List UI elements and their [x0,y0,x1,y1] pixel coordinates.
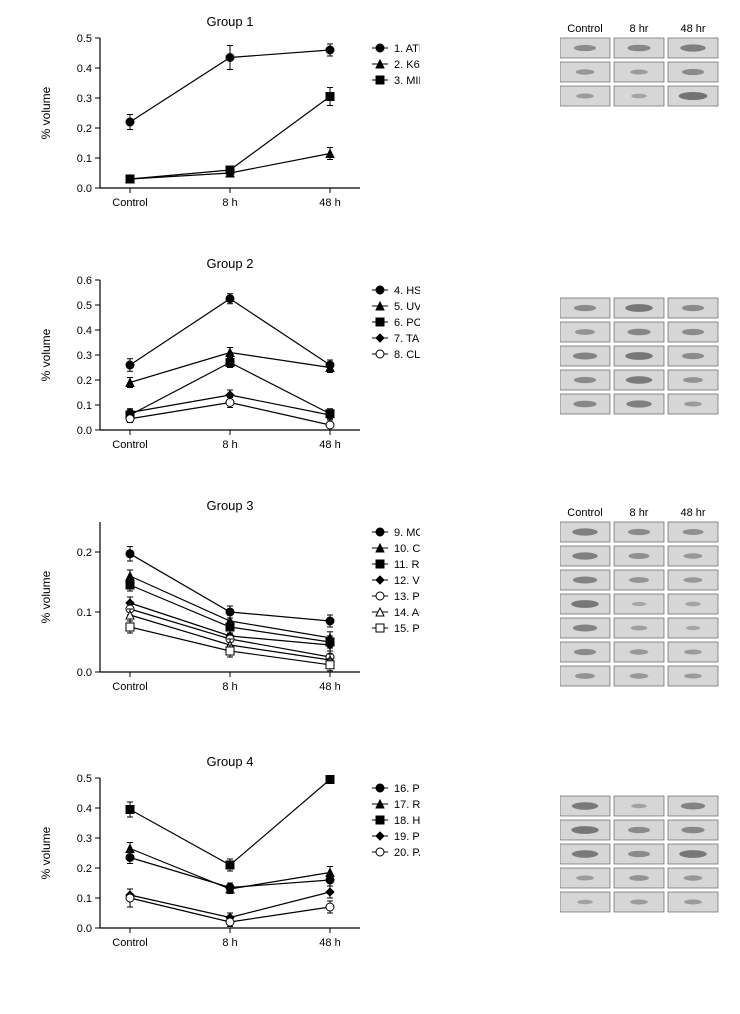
y-tick-label: 0.0 [77,667,92,679]
legend-label: 20. PAFAH1B3 [394,847,420,859]
legend-label: 18. HSPB1 [394,815,420,827]
y-tick-label: 0.2 [77,863,92,875]
legend-label: 2. K6A [394,59,420,71]
legend-label: 15. PSMD14 [394,623,420,635]
legend-label: 4. HSPD1 [394,285,420,297]
y-axis-label: % volume [39,86,53,139]
legend-label: 10. CAPN1 [394,543,420,555]
blot-grid-group3: Control 8 hr 48 hr [560,504,722,690]
x-tick-label: 48 h [319,681,340,693]
legend-label: 7. TALDO1 [394,333,420,345]
legend-label: 13. PSMD9 [394,591,420,603]
chart-group4: Group 4 0.0 0.1 0.2 0.3 0.4 0.5 % volume Control… [30,750,420,950]
y-tick-label: 0.3 [77,93,92,105]
chart-title: Group 3 [207,498,254,513]
y-tick-label: 0.0 [77,425,92,437]
y-tick-label: 0.3 [77,833,92,845]
chart-group1: Group 1 0.0 0.1 0.2 0.3 0.4 0.5 % volume Control… [30,10,420,210]
y-tick-label: 0.4 [77,325,92,337]
legend-label: 8. CLIC1 [394,349,420,361]
blot-wrap: Control 8 hr 48 hr [560,504,722,695]
chart-title: Group 4 [207,754,254,769]
y-tick-label: 0.1 [77,607,92,619]
legend-label: 6. PCNA [394,317,420,329]
legend-label: 16. PRP19 [394,783,420,795]
x-tick-label: Control [112,439,147,451]
chart-title: Group 2 [207,256,254,271]
x-tick-label: Control [112,937,147,949]
blot-wrap [560,280,722,423]
blot-grid-group1: Control 8 hr 48 hr [560,20,722,110]
figure-page: { "global": { "x_categories": ["Control"… [0,0,740,1014]
x-tick-label: Control [112,197,147,209]
chart-group2: Group 2 0.0 0.1 0.2 0.3 0.4 0.5 0.6 % volume Cont… [30,252,420,452]
legend-label: 9. MCM7 [394,527,420,539]
legend-label: 12. VIM [394,575,420,587]
legend-label: 17. RPLP0 [394,799,420,811]
y-axis-label: % volume [39,570,53,623]
y-tick-label: 0.3 [77,350,92,362]
blot-header: Control [567,507,602,519]
y-tick-label: 0.2 [77,123,92,135]
y-tick-label: 0.5 [77,773,92,785]
blot-header: 8 hr [630,507,649,519]
chart-group3: Group 3 0.0 0.1 0.2 % volume Control 8 h 48 h 9.… [30,494,420,694]
y-tick-label: 0.1 [77,153,92,165]
x-tick-label: 8 h [222,439,237,451]
chart-title: Group 1 [207,14,254,29]
blot-header: 48 hr [680,507,705,519]
y-tick-label: 0.5 [77,300,92,312]
y-tick-label: 0.5 [77,33,92,45]
blot-grid-group4 [560,778,722,916]
y-tick-label: 0.2 [77,375,92,387]
y-tick-label: 0.0 [77,183,92,195]
chart-wrap: Group 1 0.0 0.1 0.2 0.3 0.4 0.5 % volume Control… [30,10,420,215]
legend-label: 3. MIF [394,75,420,87]
legend-label: 19. PGAM1 [394,831,420,843]
y-tick-label: 0.4 [77,63,92,75]
y-axis-label: % volume [39,328,53,381]
x-tick-label: 48 h [319,439,340,451]
blot-grid-group2 [560,280,722,418]
blot-header: 48 hr [680,23,705,35]
blot-header: 8 hr [630,23,649,35]
y-tick-label: 0.1 [77,893,92,905]
y-tick-label: 0.2 [77,547,92,559]
y-tick-label: 0.0 [77,923,92,935]
y-tick-label: 0.6 [77,275,92,287]
legend-label: 14. ACTR2 [394,607,420,619]
x-tick-label: 8 h [222,937,237,949]
legend-label: 5. UVBL2 [394,301,420,313]
series-line [130,780,330,866]
blot-header: Control [567,23,602,35]
y-tick-label: 0.1 [77,400,92,412]
x-tick-label: Control [112,681,147,693]
legend-label: 1. ATP6V1B2 [394,43,420,55]
x-tick-label: 48 h [319,197,340,209]
x-tick-label: 8 h [222,197,237,209]
x-tick-label: 8 h [222,681,237,693]
chart-wrap: Group 4 0.0 0.1 0.2 0.3 0.4 0.5 % volume Control… [30,750,420,955]
y-tick-label: 0.4 [77,803,92,815]
blot-wrap: Control 8 hr 48 hr [560,20,722,115]
chart-wrap: Group 2 0.0 0.1 0.2 0.3 0.4 0.5 0.6 % volume Cont… [30,252,420,457]
chart-wrap: Group 3 0.0 0.1 0.2 % volume Control 8 h 48 h 9.… [30,494,420,699]
y-axis-label: % volume [39,826,53,879]
blot-wrap [560,778,722,921]
x-tick-label: 48 h [319,937,340,949]
legend-label: 11. RNH1 [394,559,420,571]
